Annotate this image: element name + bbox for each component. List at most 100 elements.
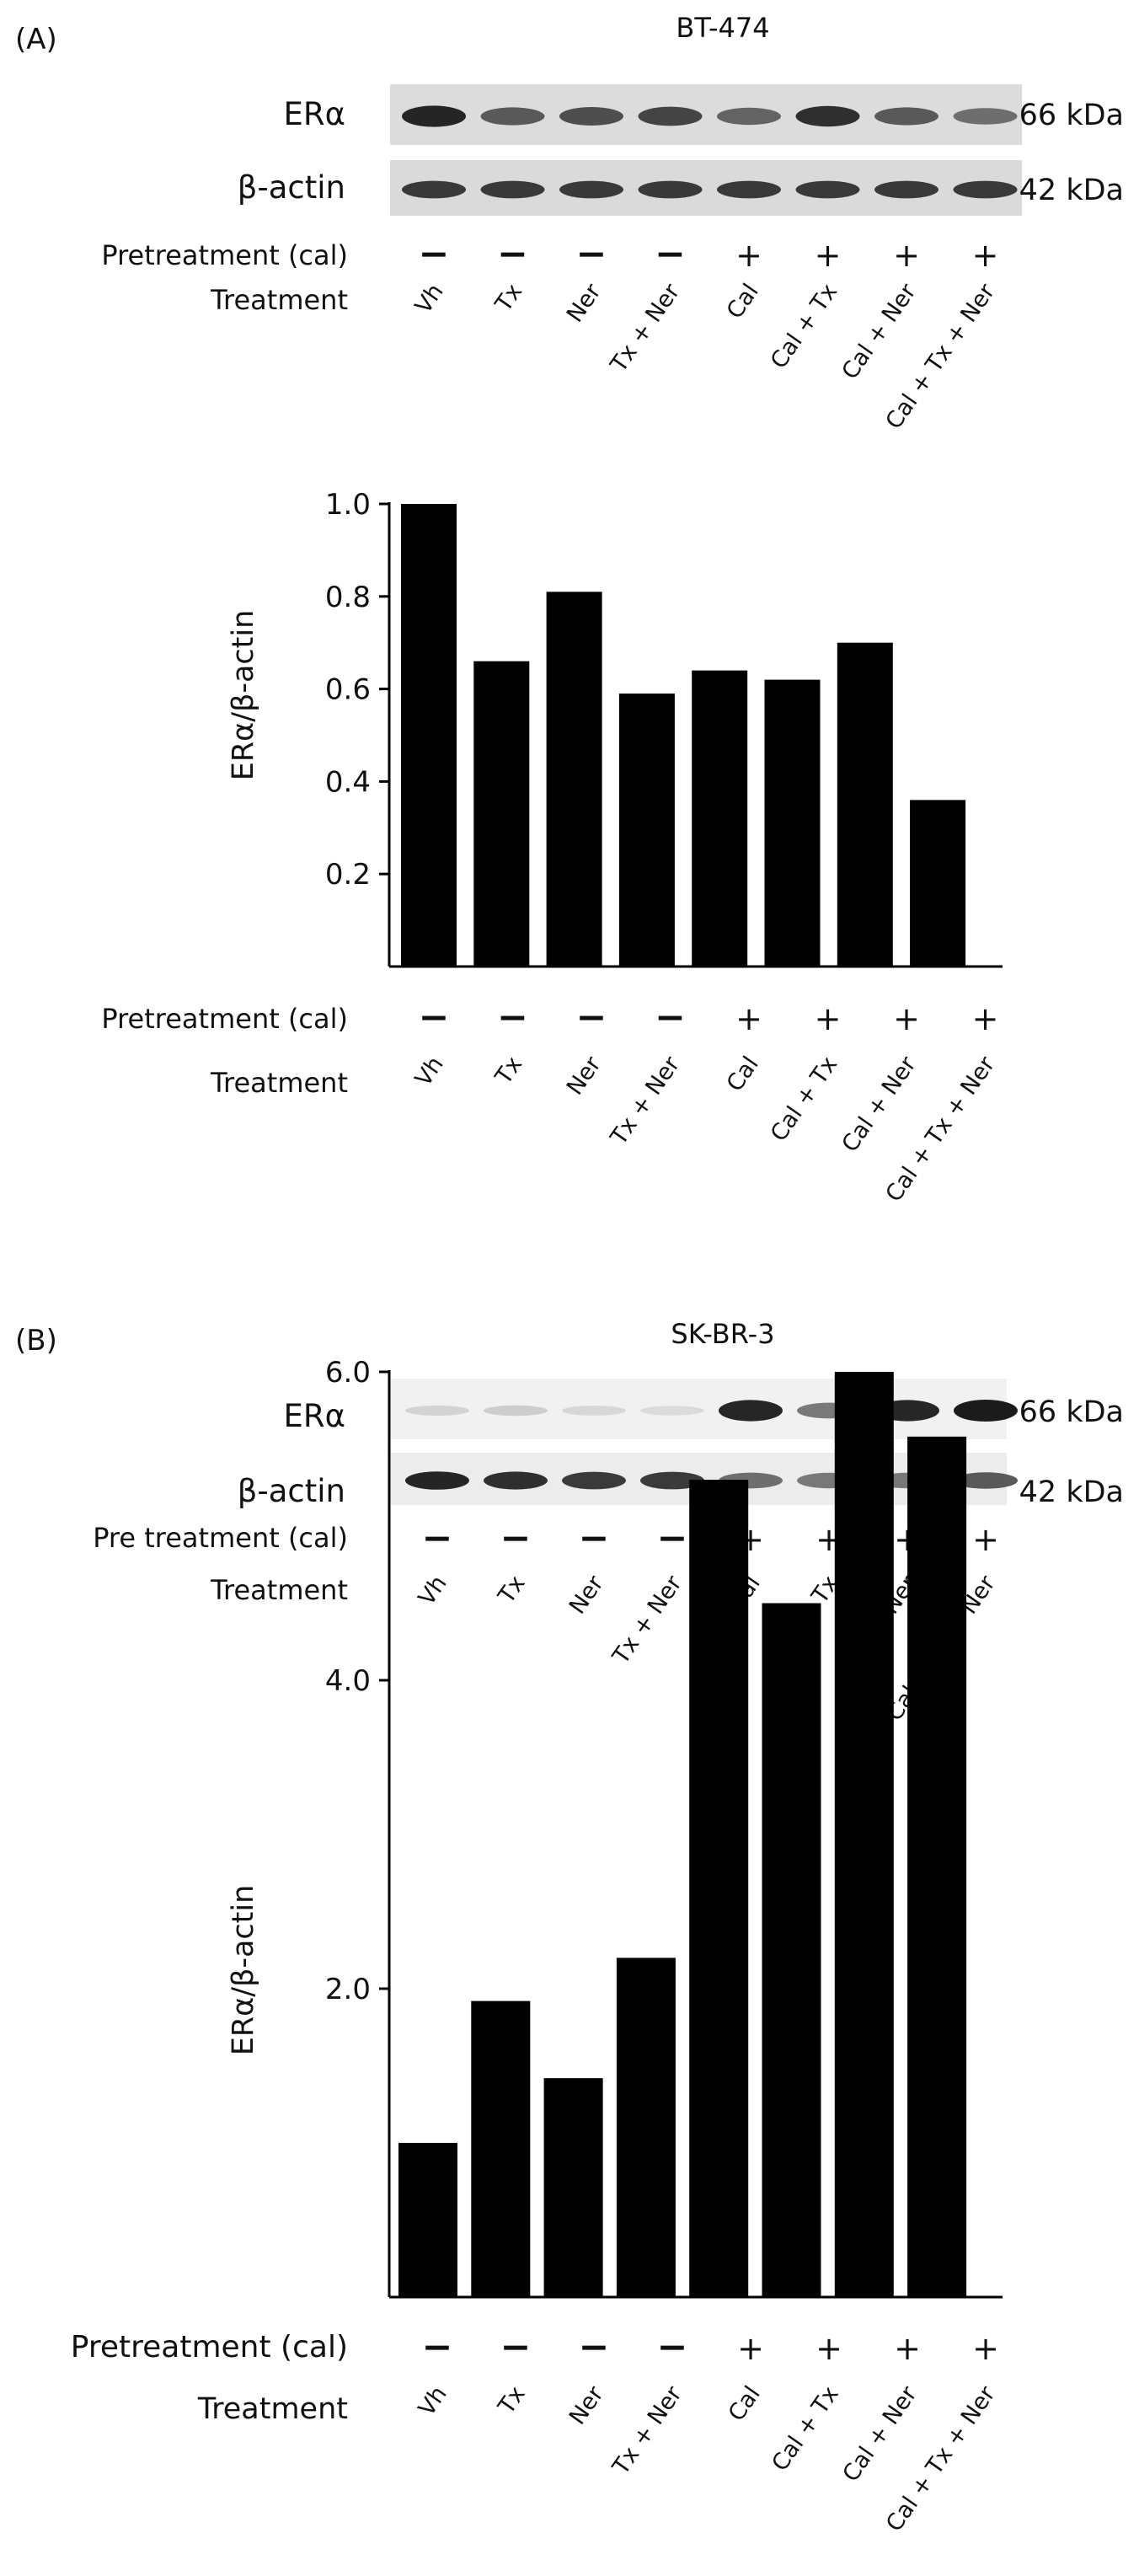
bandsB-era-band-3	[562, 1406, 626, 1416]
bandsA-actin-band-5	[717, 180, 781, 199]
bandsA-era-band-5	[717, 107, 781, 126]
bandsB-actin-band-4	[640, 1471, 704, 1490]
bandsA-actin-band-1	[402, 180, 466, 199]
signsB-chart-sign-2: −	[500, 2326, 532, 2369]
treatB-blot-label-1: Vh	[414, 1571, 452, 1610]
chartA-bar-6	[764, 679, 821, 967]
chartB-bar-5	[689, 1480, 749, 2297]
panel-a-blot-treatment-label: Treatment	[210, 284, 348, 316]
treatA-blot-label-7: Cal + Ner	[837, 279, 922, 384]
panel-b-chart-treatment-label: Treatment	[197, 2392, 348, 2426]
chartB-bar-6	[762, 1603, 821, 2297]
signsA-chart-sign-6: +	[815, 1000, 842, 1037]
bandsA-actin-band-4	[638, 180, 703, 199]
panel-b-chart: ERα/β-actin 2.0 4.0 6.0 Pretreatment (cal)…	[71, 1356, 1003, 2536]
treatA-chart-label-4: Tx + Ner	[605, 1052, 685, 1151]
treatB-blot-label-2: Tx	[493, 1571, 531, 1609]
panel-b-cell-line: SK-BR-3	[671, 1318, 774, 1350]
bandsA-era-band-1	[402, 105, 466, 127]
treatA-blot-label-2: Tx	[490, 279, 528, 317]
treatB-chart-label-7: Cal + Ner	[837, 2381, 922, 2487]
chartA-ytick-label-2: 0.4	[325, 765, 371, 799]
signsA-chart-sign-7: +	[893, 1000, 920, 1037]
signsA-blot-sign-8: +	[972, 237, 999, 274]
chartA-bar-4	[618, 694, 675, 967]
treatA-blot-label-1: Vh	[410, 279, 449, 319]
bandsA-actin-band-6	[795, 180, 860, 199]
signsA-chart-sign-3: −	[576, 996, 607, 1039]
bandsA-actin-band-8	[953, 180, 1018, 199]
treatA-chart-label-7: Cal + Ner	[837, 1052, 922, 1157]
signsA-chart-sign-4: −	[655, 996, 686, 1039]
chartA-bar-5	[692, 670, 748, 967]
panel-b-ylabel: ERα/β-actin	[227, 1885, 260, 2056]
signsB-chart-sign-3: −	[579, 2326, 610, 2369]
panel-a-cell-line: BT-474	[676, 12, 769, 44]
signsB-chart-sign-5: +	[737, 2330, 764, 2367]
chartB-ytick-label-1: 2.0	[325, 1973, 371, 2006]
chartB-bar-1	[398, 2143, 457, 2297]
chartA-bar-1	[401, 504, 457, 967]
chartB-bar-3	[543, 2078, 603, 2297]
treatA-blot-label-6: Cal + Tx	[766, 279, 842, 373]
panel-a-chart-pretreatment-label: Pretreatment (cal)	[101, 1003, 348, 1035]
bandsB-era-band-5	[719, 1400, 783, 1422]
panel-b-chart-pretreatment-label: Pretreatment (cal)	[71, 2330, 348, 2364]
signsB-blot-sign-4: −	[657, 1517, 688, 1560]
bandsA-era-band-4	[638, 106, 703, 126]
signsA-blot-sign-4: −	[655, 233, 686, 276]
signsA-chart-sign-8: +	[972, 1000, 999, 1037]
chartA-bar-7	[837, 642, 893, 967]
chartB-bar-7	[834, 1372, 894, 2297]
bandsB-actin-band-2	[484, 1471, 548, 1490]
signsB-chart-sign-6: +	[815, 2330, 842, 2367]
treatA-chart-label-2: Tx	[490, 1052, 528, 1090]
signsB-chart-sign-8: +	[972, 2330, 999, 2367]
bandsB-era-band-1	[405, 1406, 469, 1416]
treatA-chart-label-5: Cal	[722, 1052, 764, 1096]
panel-a-ylabel: ERα/β-actin	[227, 610, 260, 781]
bandsA-actin-band-2	[480, 180, 545, 199]
treatA-blot-label-5: Cal	[722, 279, 764, 324]
chartB-bar-2	[471, 2000, 531, 2297]
bandsB-actin-band-8	[954, 1472, 1018, 1489]
treatA-chart-label-1: Vh	[410, 1052, 449, 1091]
signsA-blot-sign-6: +	[815, 237, 842, 274]
panel-a-era-kda: 66 kDa	[1019, 99, 1124, 132]
chartA-bar-8	[910, 800, 966, 967]
bandsA-era-band-7	[874, 107, 938, 126]
signsA-blot-sign-5: +	[735, 237, 762, 274]
treatA-blot-label-4: Tx + Ner	[605, 279, 685, 378]
signsA-blot-sign-1: −	[419, 233, 450, 276]
panel-a-era-label: ERα	[284, 96, 345, 132]
treatA-blot-label-3: Ner	[562, 279, 607, 328]
bandsA-era-band-2	[480, 107, 545, 126]
signsB-blot-sign-8: +	[972, 1521, 999, 1558]
treatB-blot-label-3: Ner	[564, 1571, 609, 1620]
panel-b-blot-pretreatment-label: Pre treatment (cal)	[93, 1522, 348, 1554]
signsA-blot-sign-7: +	[893, 237, 920, 274]
bandsA-era-band-6	[795, 105, 860, 127]
panel-a-chart-treatment-label: Treatment	[210, 1067, 348, 1099]
bandsB-actin-band-1	[405, 1471, 469, 1490]
chartA-bar-3	[546, 592, 602, 967]
panel-b-blot-treatment-label: Treatment	[210, 1574, 348, 1606]
treatA-chart-label-3: Ner	[562, 1052, 607, 1101]
signsB-chart-sign-7: +	[894, 2330, 921, 2367]
bandsB-era-band-4	[640, 1406, 704, 1416]
chartA-ytick-label-4: 0.8	[325, 581, 371, 614]
bandsA-era-band-3	[559, 107, 623, 126]
bandsB-era-band-8	[954, 1400, 1018, 1422]
treatB-chart-label-4: Tx + Ner	[607, 2381, 687, 2481]
chartB-ytick-label-3: 6.0	[325, 1356, 371, 1390]
chartA-ytick-label-3: 0.6	[325, 673, 371, 707]
signsA-chart-sign-2: −	[497, 996, 528, 1039]
treatB-chart-label-5: Cal	[724, 2381, 766, 2426]
chartB-ytick-label-2: 4.0	[325, 1664, 371, 1698]
signsB-blot-sign-1: −	[422, 1517, 453, 1560]
chartA-ytick-label-1: 0.2	[325, 858, 371, 892]
bandsB-era-band-2	[484, 1405, 548, 1417]
signsA-chart-sign-5: +	[735, 1000, 762, 1037]
panel-b-letter: (B)	[15, 1324, 57, 1358]
